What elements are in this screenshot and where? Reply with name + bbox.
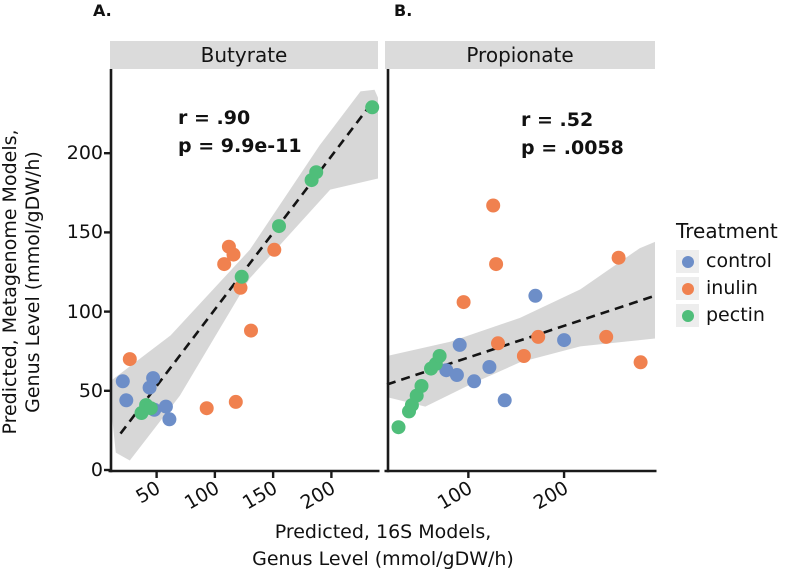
facet-strip-butyrate: Butyrate xyxy=(110,41,378,69)
data-point-inulin xyxy=(217,257,232,272)
legend-item-label: inulin xyxy=(706,277,758,299)
data-point-inulin xyxy=(491,336,505,351)
data-point-inulin xyxy=(633,355,648,370)
data-point-inulin xyxy=(226,247,241,262)
y-tick-label: 150 xyxy=(66,221,103,244)
legend-dot-icon xyxy=(681,282,694,295)
data-point-control xyxy=(119,393,134,408)
data-point-pectin xyxy=(391,420,406,435)
legend-key-control xyxy=(676,250,699,273)
data-point-pectin xyxy=(414,379,429,393)
panel-a-r-value: r = .90 xyxy=(178,107,251,129)
data-point-control xyxy=(452,337,467,352)
data-point-inulin xyxy=(228,394,243,409)
y-axis-title-line1: Predicted, Metagenome Models, xyxy=(0,129,21,435)
y-tick-label: 0 xyxy=(90,459,103,481)
data-point-pectin xyxy=(309,165,324,180)
legend-key-inulin xyxy=(676,277,699,300)
data-point-control xyxy=(528,288,543,303)
data-point-control xyxy=(162,412,177,427)
facet-strip-propionate: Propionate xyxy=(385,41,655,69)
data-point-control xyxy=(482,360,497,374)
panel-b-stats-annotation: r = .52 p = .0058 xyxy=(521,106,624,162)
data-point-inulin xyxy=(486,198,501,213)
panel-a-label: A. xyxy=(93,1,112,20)
data-point-pectin xyxy=(365,100,380,115)
data-point-inulin xyxy=(267,242,282,257)
regression-line-butyrate xyxy=(119,101,374,435)
y-tick-label: 50 xyxy=(78,379,103,402)
data-point-inulin xyxy=(233,280,248,295)
data-point-pectin xyxy=(234,269,249,284)
y-axis-title-line2: Genus Level (mmol/gDW/h) xyxy=(22,151,44,413)
data-point-pectin xyxy=(272,219,286,234)
data-point-control xyxy=(449,368,464,382)
legend-items: control inulin pectin xyxy=(676,248,778,329)
legend-dot-icon xyxy=(681,309,694,322)
data-point-inulin xyxy=(516,349,531,363)
legend-title: Treatment xyxy=(676,219,778,243)
data-point-pectin xyxy=(143,401,158,416)
data-point-pectin xyxy=(432,349,447,363)
confidence-band-propionate xyxy=(387,241,655,407)
data-point-inulin xyxy=(456,295,471,310)
x-axis-title: Predicted, 16S Models, Genus Level (mmol… xyxy=(110,519,656,573)
legend-dot-icon xyxy=(681,255,694,268)
x-axis-title-line1: Predicted, 16S Models, xyxy=(274,521,492,543)
data-point-control xyxy=(158,399,173,414)
y-tick-label: 100 xyxy=(66,300,103,323)
data-point-control xyxy=(467,374,482,389)
legend-item-pectin: pectin xyxy=(676,302,778,329)
facet-strip-propionate-text: Propionate xyxy=(466,43,574,67)
data-point-inulin xyxy=(531,329,546,344)
legend-key-pectin xyxy=(676,304,699,327)
legend-item-label: pectin xyxy=(706,304,765,326)
panel-b-label: B. xyxy=(394,1,413,20)
data-point-control xyxy=(497,393,512,408)
y-tick-label: 200 xyxy=(66,142,103,165)
y-axis-title: Predicted, Metagenome Models, Genus Leve… xyxy=(0,62,45,502)
panel-b-p-value: p = .0058 xyxy=(521,137,624,159)
panel-a-stats-annotation: r = .90 p = 9.9e-11 xyxy=(178,104,302,160)
facet-strip-butyrate-text: Butyrate xyxy=(200,43,288,67)
panel-a-p-value: p = 9.9e-11 xyxy=(178,135,302,157)
data-point-inulin xyxy=(122,352,137,367)
data-point-control xyxy=(557,333,572,348)
data-point-inulin xyxy=(611,250,626,265)
data-point-inulin xyxy=(599,329,614,344)
data-point-control xyxy=(115,374,130,389)
legend: Treatment control inulin pectin xyxy=(676,219,778,329)
data-point-control xyxy=(439,363,454,378)
data-point-inulin xyxy=(199,401,214,416)
data-point-inulin xyxy=(489,257,504,272)
x-axis-title-line2: Genus Level (mmol/gDW/h) xyxy=(252,548,514,570)
legend-item-control: control xyxy=(676,248,778,275)
data-point-control xyxy=(142,380,157,395)
data-point-inulin xyxy=(244,323,258,338)
legend-item-label: control xyxy=(706,250,772,272)
panel-b-r-value: r = .52 xyxy=(521,109,594,131)
legend-item-inulin: inulin xyxy=(676,275,778,302)
